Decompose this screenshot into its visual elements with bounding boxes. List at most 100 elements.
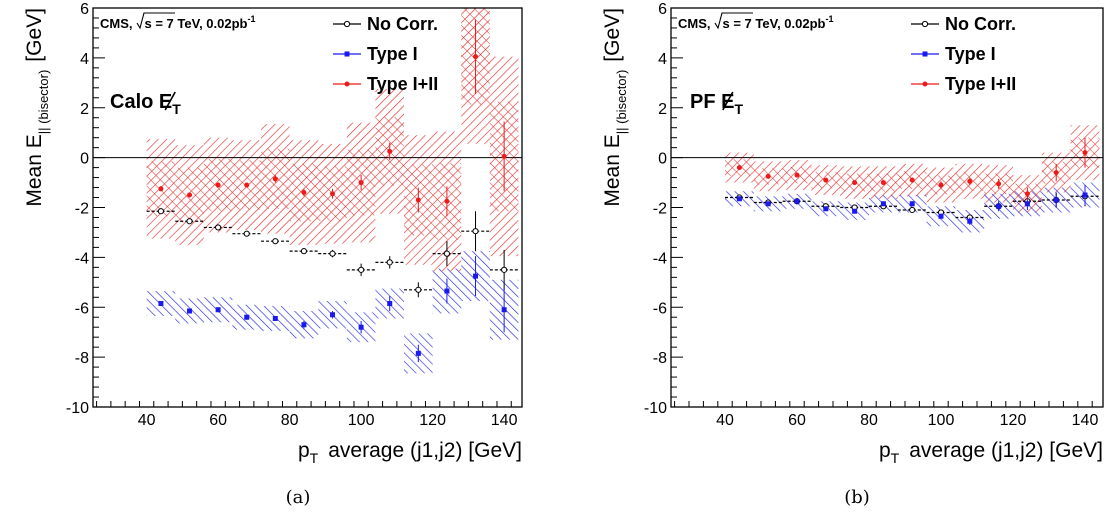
- y-tick-label: 4: [658, 51, 667, 68]
- y-tick-label: -6: [75, 300, 89, 317]
- legend-label-type1: Type I: [367, 44, 418, 64]
- point-type12-5: [880, 180, 886, 186]
- point-no_corr-7: [358, 266, 365, 273]
- x-tick-label: 120: [419, 412, 446, 429]
- point-type1-9: [415, 350, 421, 356]
- point-type1-3: [823, 206, 829, 212]
- point-type1-6: [330, 312, 336, 318]
- point-type1-0: [158, 301, 164, 307]
- point-type1-7: [358, 324, 364, 330]
- y-tick-label: 0: [80, 151, 89, 168]
- panel-a-labels: CMS, s = 7 TeV, 0.02pb-1 No Corr. Type I Typ…: [23, 8, 522, 466]
- point-type12-6: [330, 191, 336, 197]
- y-tick-label: -2: [653, 201, 667, 218]
- point-type1-11: [1053, 197, 1059, 203]
- point-type12-12: [501, 153, 507, 159]
- point-type1-6: [909, 201, 915, 207]
- met-slash: [722, 91, 734, 111]
- x-tick-label: 60: [209, 412, 227, 429]
- point-no_corr-12: [501, 266, 508, 273]
- point-no_corr-9: [415, 286, 422, 293]
- y-tick-label: -8: [75, 350, 89, 367]
- point-type12-7: [938, 182, 944, 188]
- y-tick-label: 4: [80, 51, 89, 68]
- point-type12-10: [1024, 191, 1030, 197]
- y-tick-label: -6: [653, 300, 667, 317]
- point-type1-5: [301, 322, 307, 328]
- panel-a-caption: (a): [286, 487, 311, 508]
- point-no_corr-0: [157, 208, 165, 215]
- met-label: PF ET: [690, 91, 743, 117]
- point-type12-9: [415, 197, 421, 203]
- legend-marker-type12: [344, 81, 350, 87]
- panel-a-bands: [146, 8, 519, 374]
- point-no_corr-4: [272, 238, 279, 245]
- point-type12-3: [823, 177, 829, 183]
- point-type12-1: [187, 192, 193, 198]
- legend-marker-type1: [922, 51, 928, 57]
- x-tick-label: 40: [138, 412, 156, 429]
- y-tick-label: -10: [66, 400, 89, 417]
- y-tick-label: 0: [658, 151, 667, 168]
- point-type1-12: [501, 307, 507, 313]
- point-type1-4: [852, 208, 858, 214]
- point-type1-3: [244, 314, 250, 320]
- point-type1-5: [880, 201, 886, 207]
- point-type12-11: [473, 54, 479, 60]
- point-type1-4: [272, 315, 278, 321]
- point-type12-3: [244, 182, 250, 188]
- y-tick-label: 6: [658, 1, 667, 18]
- x-tick-label: 140: [491, 412, 518, 429]
- panel-a: -10 -8 -6 -4 -2 0 2 4 6 40 60 80 100 120 140 CMS, s = 7…: [23, 1, 523, 466]
- legend-label-type1: Type I: [945, 44, 996, 64]
- met-slash: [164, 91, 176, 111]
- cms-annotation: CMS, s = 7 TeV, 0.02pb-1: [678, 14, 834, 31]
- point-type12-0: [158, 186, 164, 192]
- y-tick-label: -2: [75, 201, 89, 218]
- point-type1-2: [794, 198, 800, 204]
- cms-annotation: CMS, s = 7 TeV, 0.02pb-1: [100, 14, 256, 31]
- y-tick-label: -4: [75, 250, 89, 267]
- panel-a-marks: [157, 19, 508, 363]
- point-type12-9: [996, 181, 1002, 187]
- x-axis-title: pT average (j1,j2) [GeV]: [879, 439, 1103, 466]
- x-axis-title: pT average (j1,j2) [GeV]: [298, 439, 522, 466]
- x-tick-label: 80: [860, 412, 878, 429]
- point-type1-1: [765, 201, 771, 207]
- x-tick-label: 120: [1000, 412, 1027, 429]
- point-type12-0: [736, 165, 742, 171]
- point-type12-4: [852, 180, 858, 186]
- panel-b-labels: CMS, s = 7 TeV, 0.02pb-1 No Corr. Type I Typ…: [601, 8, 1103, 466]
- sqrt-sign: [136, 12, 175, 30]
- point-type1-7: [938, 213, 944, 219]
- x-tick-label: 60: [788, 412, 806, 429]
- point-no_corr-8: [386, 259, 393, 266]
- point-type12-1: [765, 173, 771, 179]
- panel-b-marks: [736, 137, 1089, 225]
- legend-label-type12: Type I+II: [367, 74, 438, 94]
- y-tick-label: 2: [80, 101, 89, 118]
- panel-a-ticks: -10 -8 -6 -4 -2 0 2 4 6 40 60 80 100 120 140: [66, 1, 518, 429]
- point-type1-11: [473, 273, 479, 279]
- x-tick-label: 140: [1072, 412, 1099, 429]
- y-tick-label: 6: [80, 1, 89, 18]
- point-type1-2: [215, 307, 221, 313]
- point-type1-9: [996, 203, 1002, 209]
- point-type12-8: [967, 178, 973, 184]
- point-no_corr-6: [909, 206, 916, 214]
- y-tick-label: -10: [644, 400, 667, 417]
- point-type12-4: [272, 176, 278, 182]
- point-no_corr-5: [300, 248, 308, 255]
- point-type1-1: [187, 308, 193, 314]
- point-type1-0: [736, 196, 742, 202]
- x-tick-label: 100: [348, 412, 375, 429]
- point-no_corr-2: [215, 224, 222, 231]
- y-tick-label: 2: [658, 101, 667, 118]
- point-no_corr-6: [329, 250, 336, 257]
- point-type1-12: [1082, 192, 1088, 198]
- panel-b: -10 -8 -6 -4 -2 0 2 4 6 40 60 80 100 120 140 CMS, s = 7…: [601, 1, 1104, 466]
- legend-marker-no_corr: [921, 20, 929, 28]
- point-type12-2: [794, 172, 800, 178]
- point-no_corr-10: [443, 250, 451, 257]
